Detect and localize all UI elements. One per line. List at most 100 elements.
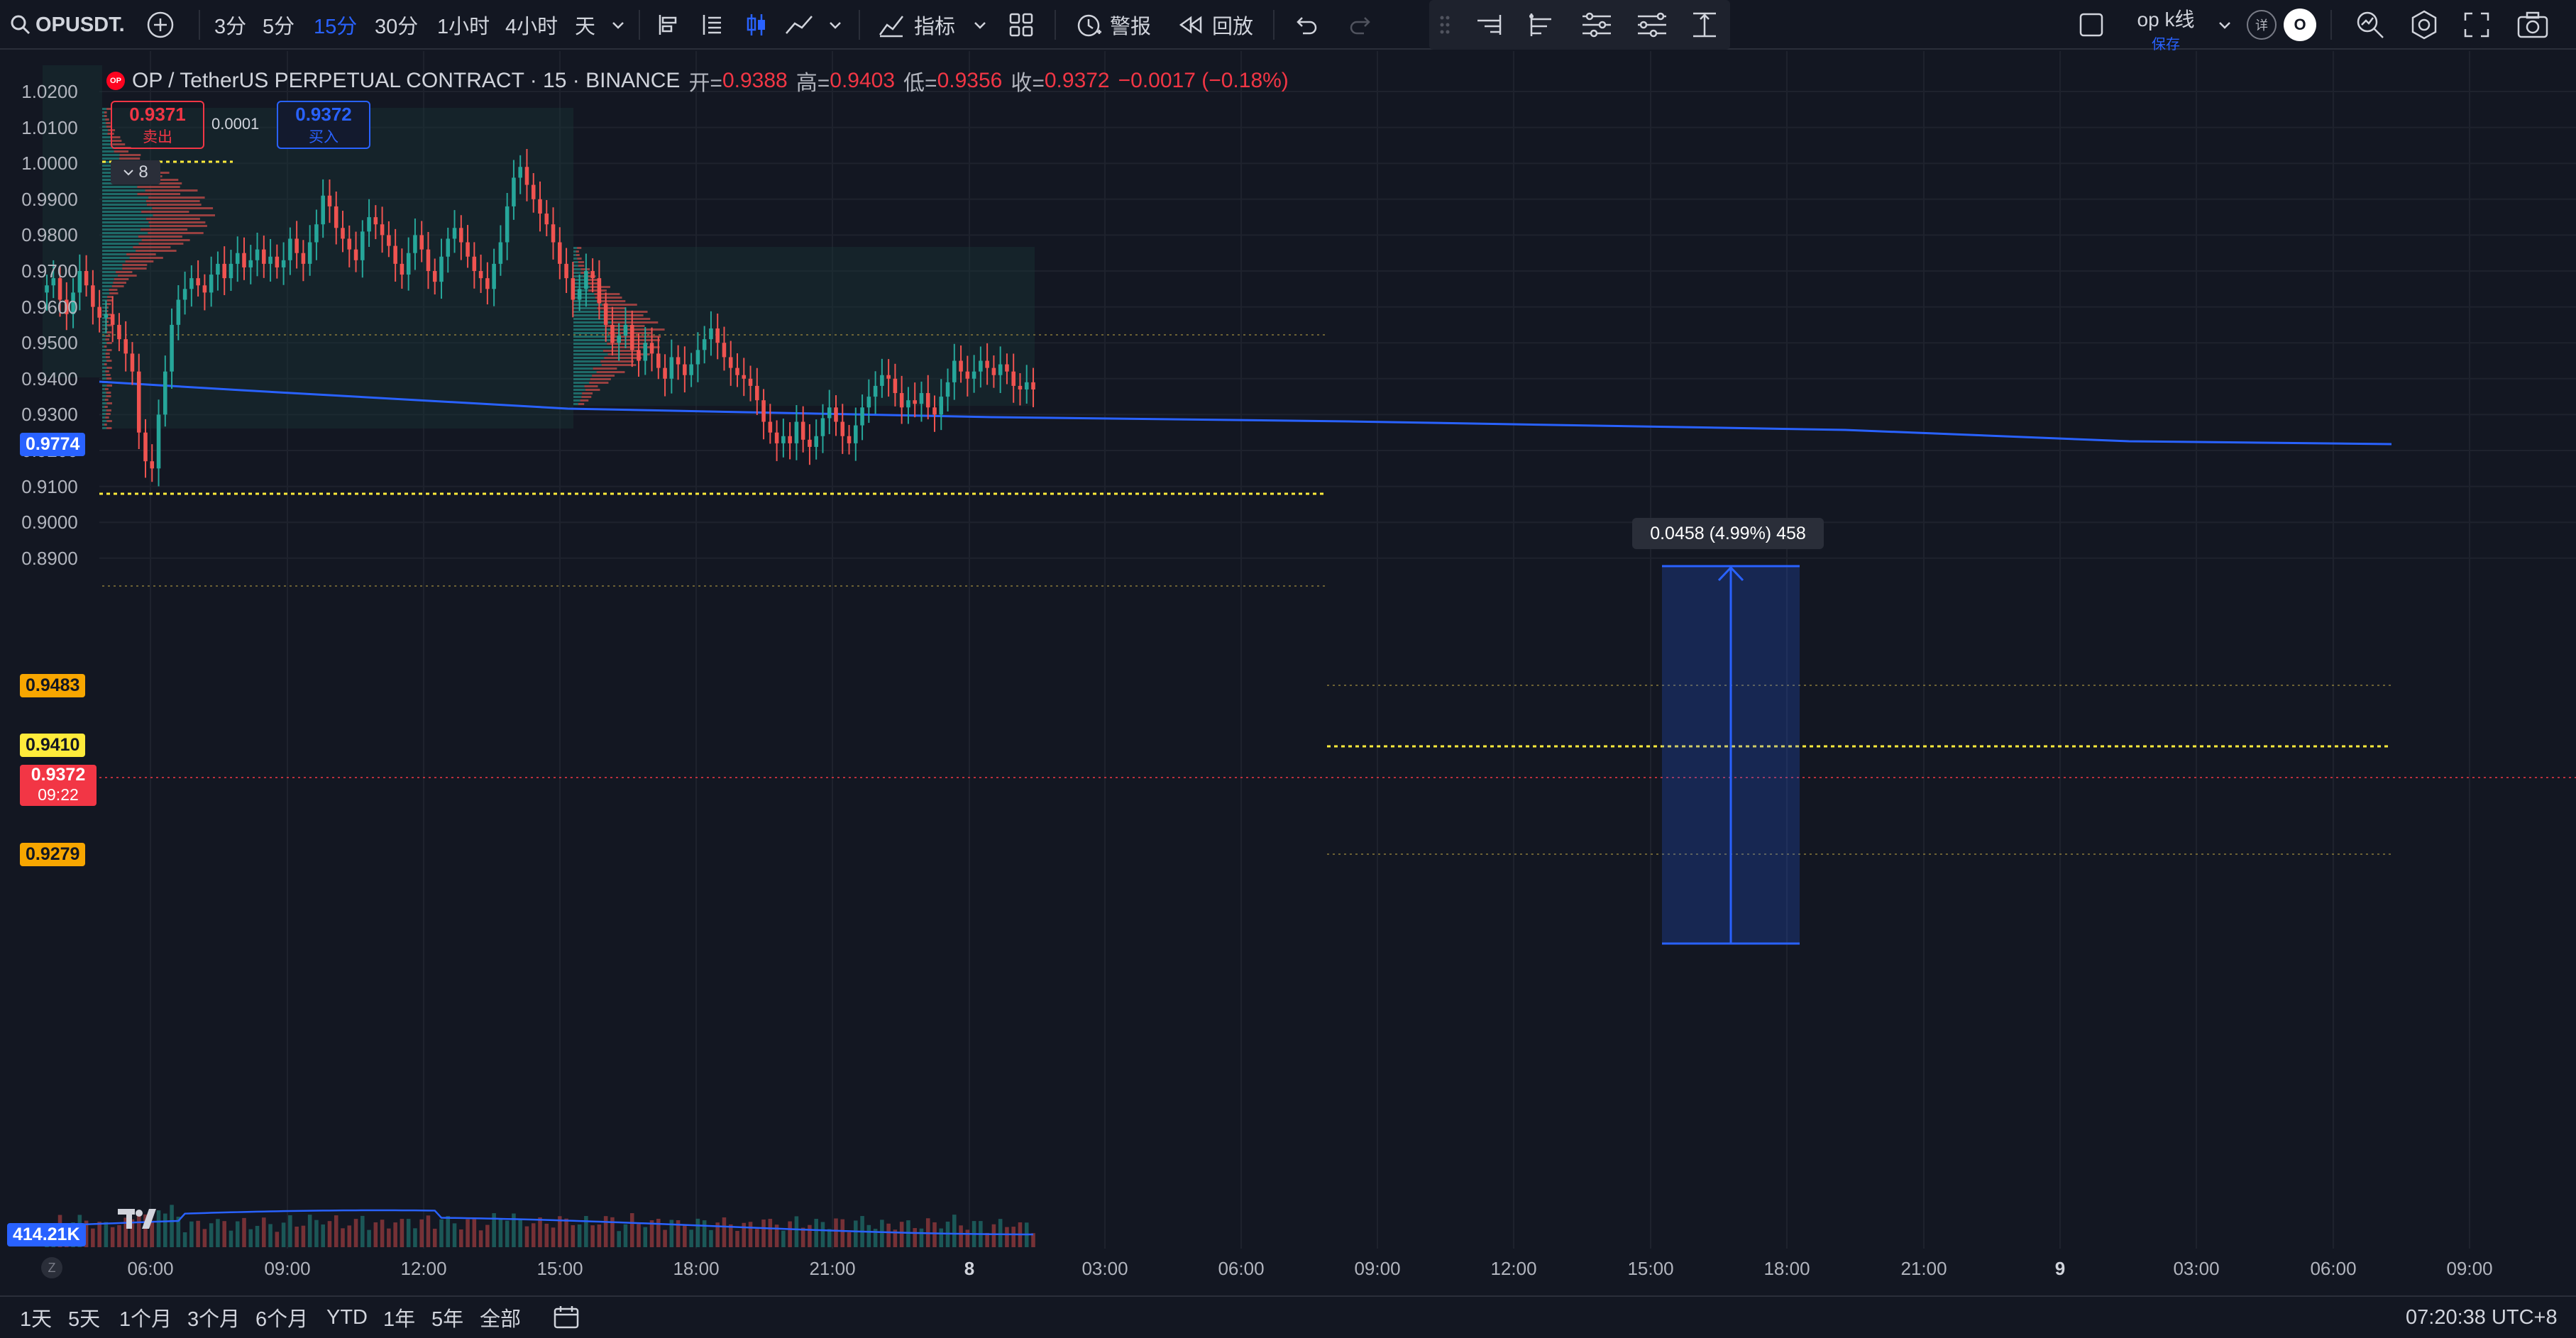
- price-range-measure[interactable]: [1662, 565, 1800, 945]
- replay-button[interactable]: 回放: [1178, 0, 1253, 50]
- indicator-collapse-toggle[interactable]: 8: [111, 160, 160, 184]
- layout-name-button[interactable]: op k线 保存: [2129, 4, 2203, 52]
- range-button[interactable]: 1天: [20, 1308, 53, 1331]
- volume-bar: [314, 1220, 319, 1247]
- symbol-search[interactable]: OPUSDT.: [10, 0, 125, 50]
- interval-1h[interactable]: 1小时: [437, 16, 490, 38]
- candle-body: [991, 367, 996, 375]
- volume-profile-row: [573, 339, 612, 341]
- columns-style-button[interactable]: [698, 0, 727, 50]
- candle-body: [952, 360, 957, 382]
- price-range-tool[interactable]: [1689, 0, 1720, 50]
- volume-profile-row: [138, 236, 182, 238]
- candle-body: [834, 407, 838, 422]
- indicators-dropdown[interactable]: [972, 0, 988, 50]
- volume-profile-row: [102, 260, 126, 262]
- interval-1d[interactable]: 天: [575, 16, 596, 38]
- volume-profile-row: [102, 211, 142, 213]
- interval-4h[interactable]: 4小时: [505, 16, 558, 38]
- sell-button[interactable]: 0.9371 卖出: [111, 101, 204, 149]
- candle-body: [617, 336, 621, 343]
- volume-bar: [110, 1227, 115, 1247]
- interval-30m[interactable]: 30分: [375, 16, 419, 38]
- volume-profile-row: [102, 197, 149, 199]
- volume-profile-row: [573, 389, 585, 391]
- layout-dropdown[interactable]: [2217, 0, 2233, 50]
- interval-15m[interactable]: 15分: [314, 16, 358, 38]
- chevron-down-icon: [972, 17, 988, 33]
- volume-profile-row: [136, 250, 177, 252]
- volume-bar: [262, 1217, 266, 1247]
- range-button[interactable]: 1个月: [119, 1308, 172, 1331]
- range-button[interactable]: 6个月: [255, 1308, 309, 1331]
- indicators-button[interactable]: 指标: [877, 0, 955, 50]
- drag-handle-icon[interactable]: [1438, 0, 1452, 50]
- interval-3m[interactable]: 3分: [214, 16, 247, 38]
- timezone-toggle-icon[interactable]: Z: [41, 1257, 62, 1278]
- user-avatar[interactable]: O: [2284, 9, 2316, 41]
- interval-dropdown[interactable]: [610, 0, 626, 50]
- range-button[interactable]: 5年: [431, 1308, 464, 1331]
- candle-body: [492, 263, 496, 289]
- volume-bar: [866, 1224, 871, 1247]
- candle-body: [400, 263, 404, 275]
- candle-body: [1005, 364, 1009, 372]
- candle-body: [459, 228, 463, 243]
- volume-profile-row: [573, 314, 605, 316]
- chart-type-dropdown[interactable]: [827, 0, 843, 50]
- range-button[interactable]: 1年: [383, 1308, 416, 1331]
- checkbox-toggle[interactable]: [2078, 0, 2105, 50]
- volume-bar: [886, 1223, 891, 1247]
- line-style-button[interactable]: [783, 0, 815, 50]
- candle-body: [189, 278, 194, 289]
- bar-style-button[interactable]: [654, 0, 683, 50]
- volume-profile-row: [573, 328, 615, 331]
- volume-profile-row: [102, 388, 105, 390]
- volume-profile-row: [113, 282, 126, 284]
- candle-body: [551, 224, 556, 243]
- candle-body: [524, 167, 529, 185]
- fullscreen-button[interactable]: [2462, 0, 2491, 50]
- range-button[interactable]: YTD: [326, 1305, 368, 1329]
- interval-5m[interactable]: 5分: [263, 16, 295, 38]
- range-button[interactable]: 全部: [480, 1308, 522, 1331]
- volume-profile-row: [102, 108, 107, 110]
- screenshot-button[interactable]: [2516, 0, 2549, 50]
- volume-profile-row: [106, 402, 112, 404]
- badge-detail[interactable]: 详: [2247, 10, 2277, 40]
- projection-tool[interactable]: [1635, 0, 1669, 50]
- level-lines: [99, 160, 2576, 855]
- pattern-tool[interactable]: [1580, 0, 1614, 50]
- volume-bar: [808, 1224, 812, 1247]
- range-button[interactable]: 3个月: [187, 1308, 241, 1331]
- volume-profile-row: [102, 335, 106, 337]
- volume-profile-row: [102, 221, 149, 223]
- candle-body: [262, 249, 266, 264]
- quick-search-button[interactable]: [2355, 0, 2386, 50]
- price-chart[interactable]: [0, 51, 2576, 1295]
- volume-profile-row: [102, 133, 108, 135]
- layout-templates-button[interactable]: [1008, 0, 1035, 50]
- columns-icon: [698, 11, 727, 39]
- candle-style-button[interactable]: [742, 0, 771, 50]
- volume-profile-row: [149, 225, 207, 227]
- fib-tool[interactable]: [1526, 0, 1557, 50]
- candle-body: [854, 425, 858, 443]
- range-button[interactable]: 5天: [68, 1308, 101, 1331]
- buy-button[interactable]: 0.9372 买入: [277, 101, 370, 149]
- add-symbol-button[interactable]: [146, 0, 175, 50]
- volume-bar: [840, 1219, 845, 1247]
- volume-profile-row: [106, 420, 112, 422]
- alert-button[interactable]: 警报: [1074, 0, 1151, 50]
- volume-profile-row: [106, 126, 112, 128]
- undo-button[interactable]: [1293, 0, 1319, 50]
- settings-button[interactable]: [2409, 0, 2440, 50]
- redo-button[interactable]: [1348, 0, 1374, 50]
- goto-date-button[interactable]: [552, 1297, 580, 1338]
- rewind-icon: [1178, 11, 1206, 39]
- chevron-down-icon: [2217, 17, 2233, 33]
- ma-price-tag: 0.9774: [20, 433, 86, 456]
- long-position-tool[interactable]: [1475, 0, 1506, 50]
- legend-title: OP / TetherUS PERPETUAL CONTRACT · 15 · …: [132, 69, 681, 92]
- volume-profile-row: [612, 336, 661, 338]
